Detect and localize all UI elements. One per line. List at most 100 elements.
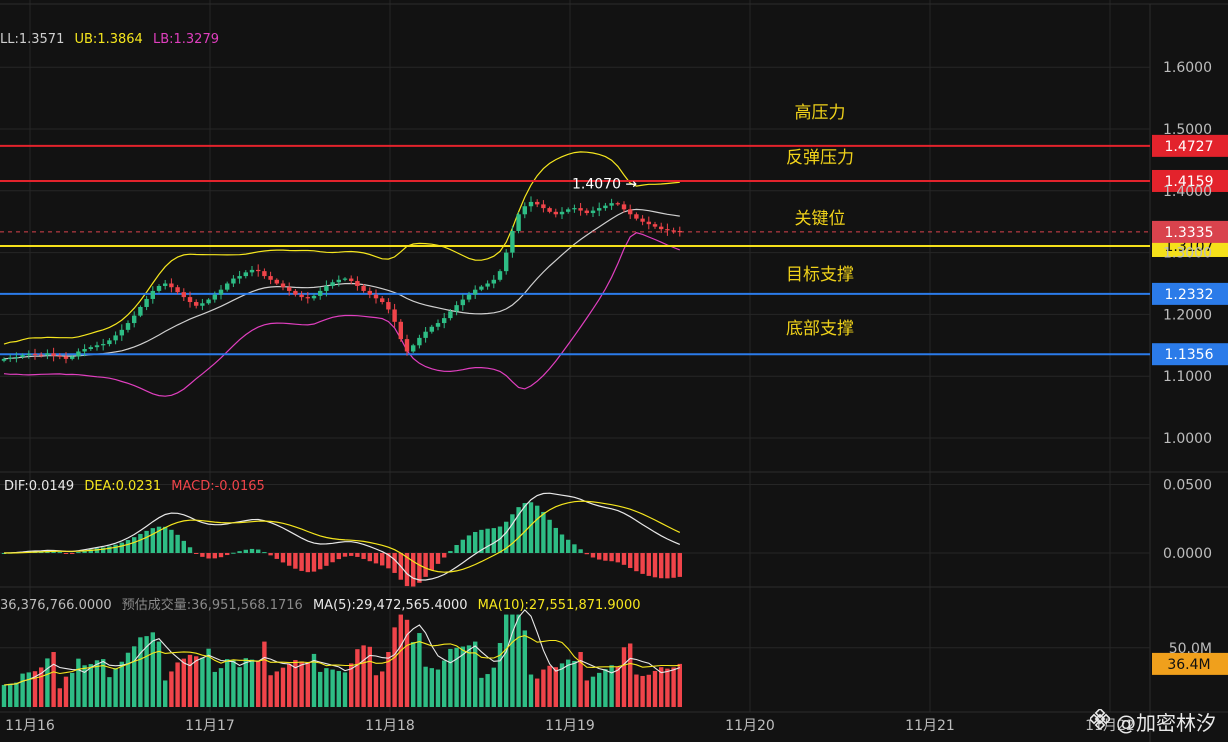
volume-bar	[367, 646, 372, 707]
candle-body	[94, 345, 100, 348]
bollinger-bands	[3, 151, 681, 397]
volume-bar	[448, 648, 453, 707]
volume-bar	[553, 667, 558, 707]
macd-histogram-bar	[318, 553, 323, 570]
volume-badge	[1152, 652, 1228, 675]
volume-bar	[541, 669, 546, 707]
macd-histogram-bar	[101, 547, 106, 553]
macd-header: DIF:0.0149 DEA:0.0231 MACD:-0.0165	[4, 479, 265, 494]
price-tick-label: 1.4000	[1163, 184, 1212, 200]
macd-tick-label: 0.0000	[1163, 546, 1212, 562]
volume-bar	[305, 662, 310, 707]
volume-bar	[497, 643, 503, 707]
candle-body	[677, 230, 682, 233]
candle-body	[640, 218, 645, 222]
volume-bar	[411, 642, 416, 707]
volume-bar	[70, 672, 75, 707]
volume-bar	[522, 630, 527, 707]
candle-body	[249, 269, 255, 273]
candle-body	[237, 276, 242, 279]
macd-histogram-bar	[597, 553, 602, 560]
volume-bar	[144, 636, 149, 707]
volume-bar	[268, 675, 273, 707]
macd-histogram-bar	[491, 528, 496, 553]
volume-bar	[256, 661, 261, 707]
candle-body	[76, 351, 81, 357]
candle-body	[491, 279, 496, 284]
level-target-support-badge-text: 1.2332	[1165, 287, 1214, 303]
macd-histogram-bar	[150, 528, 155, 553]
macd-histogram-bar	[51, 551, 56, 553]
macd-histogram-bar	[621, 553, 627, 565]
macd-histogram-bar	[94, 548, 100, 553]
macd-histogram-bar	[603, 553, 608, 561]
macd-histogram-bar	[510, 514, 515, 553]
macd-histogram-bar	[392, 553, 397, 573]
volume-bar	[603, 669, 608, 707]
bollinger-upper-line	[3, 151, 680, 345]
date-label: 11月21	[905, 718, 955, 734]
macd-histogram-bar	[479, 529, 484, 553]
candle-body	[231, 278, 236, 284]
volume-bar	[14, 682, 19, 707]
macd-histogram-bar	[156, 526, 162, 553]
date-label: 11月17	[185, 718, 235, 734]
macd-histogram-bar	[504, 521, 509, 553]
candle-body	[621, 204, 627, 210]
candle-body	[566, 209, 571, 212]
macd-histogram-bar	[516, 507, 521, 553]
candle-body	[584, 210, 589, 214]
volume-bar	[671, 667, 676, 707]
candle-body	[107, 340, 112, 345]
volume-bar	[429, 668, 434, 707]
volume-bar	[336, 670, 341, 707]
volume-bar	[572, 661, 577, 707]
volume-ma5: MA(5):29,472,565.4000	[312, 598, 468, 613]
volume-bar	[243, 658, 248, 707]
volume-bar	[107, 677, 112, 707]
level-high-resistance-badge	[1152, 134, 1228, 157]
candle-body	[342, 278, 348, 280]
macd-histogram-bar	[225, 553, 230, 556]
macd-histogram-bar	[280, 553, 286, 563]
macd-panel[interactable]	[1, 492, 682, 587]
volume-ma5-line	[3, 609, 680, 686]
volume-bar	[330, 669, 335, 707]
volume-bar	[373, 675, 379, 707]
volume-bar	[677, 663, 682, 707]
macd-histogram-bar	[299, 553, 304, 571]
macd-histogram-bar	[423, 553, 428, 577]
macd-histogram-bar	[336, 553, 341, 560]
candle-body	[20, 355, 25, 358]
candle-body	[553, 211, 558, 215]
candle-body	[88, 347, 93, 350]
volume-bar	[535, 678, 540, 707]
candle-body	[324, 285, 329, 291]
volume-bar	[231, 660, 236, 707]
macd-histogram-bar	[76, 552, 81, 554]
macd-histogram-bar	[615, 553, 620, 563]
volume-bar	[640, 675, 645, 707]
volume-bar	[665, 668, 670, 707]
volume-bar	[324, 668, 329, 707]
horizontal-levels[interactable]: 高压力 1.4727 反弹压力 1.4159 关键位 1.3107 目标支撑 1.2332 底部…	[0, 103, 1228, 366]
macd-tick-label: 0.0500	[1163, 478, 1212, 494]
macd-dif-line	[3, 492, 681, 581]
volume-bar	[318, 671, 323, 707]
candle-body	[460, 299, 465, 306]
volume-tick-label: 50.0M	[1169, 641, 1212, 657]
macd-histogram-bar	[559, 534, 565, 553]
volume-estimate: 预估成交量:36,951,568.1716	[121, 598, 303, 613]
macd-histogram-bar	[609, 553, 614, 562]
volume-bar	[516, 614, 521, 707]
macd-histogram-bar	[349, 553, 354, 556]
price-tick-label: 1.6000	[1163, 60, 1212, 76]
volume-panel[interactable]: 36.4M	[1, 609, 1228, 707]
candle-body	[57, 355, 62, 357]
macd-histogram-bar	[57, 552, 62, 554]
macd-histogram-bar	[373, 553, 379, 564]
volume-bar	[609, 665, 614, 707]
candlesticks[interactable]	[1, 196, 682, 364]
